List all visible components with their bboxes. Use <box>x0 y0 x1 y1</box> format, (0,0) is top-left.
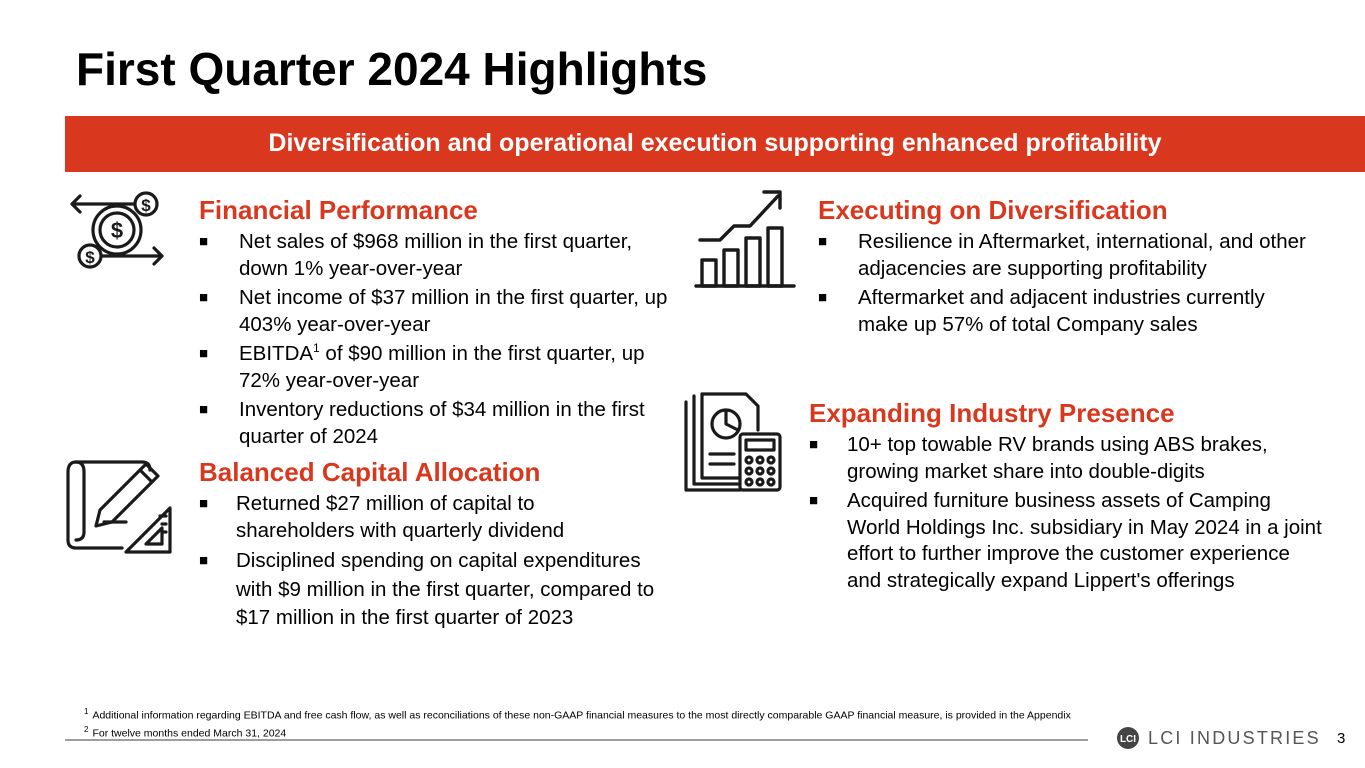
list-item: ■ Aftermarket and adjacent industries cur… <box>818 286 1265 336</box>
svg-text:$: $ <box>85 248 95 267</box>
footnote: 2 For twelve months ended March 31, 2024 <box>84 724 287 740</box>
section-title: Financial Performance <box>199 195 478 225</box>
banner-text: Diversification and operational executio… <box>268 129 1162 157</box>
bullet-icon: ■ <box>199 289 209 306</box>
blueprint-pencil-icon <box>66 452 174 556</box>
list-item: ■ Resilience in Aftermarket, internationa… <box>818 230 1306 280</box>
industry-presence-section: Expanding Industry Presence ■ 10+ top tow… <box>809 398 1329 597</box>
svg-text:LCI: LCI <box>1120 734 1136 745</box>
bullet-icon: ■ <box>199 401 209 418</box>
svg-text:$: $ <box>141 196 151 215</box>
section-title: Expanding Industry Presence <box>809 398 1175 428</box>
financial-performance-section: Financial Performance ■ Net sales of $968… <box>199 195 669 453</box>
list-item: ■ Net income of $37 million in the first … <box>199 286 668 336</box>
bullet-icon: ■ <box>199 233 209 250</box>
logo-text: LCI INDUSTRIES <box>1148 727 1321 748</box>
bullet-icon: ■ <box>818 289 828 306</box>
bullet-icon: ■ <box>199 495 209 512</box>
diversification-section: Executing on Diversification ■ Resilience… <box>818 195 1318 341</box>
footnote-ref: 1 <box>313 341 320 356</box>
section-title: Balanced Capital Allocation <box>199 457 541 487</box>
list-item: ■ Net sales of $968 million in the first … <box>199 230 633 280</box>
bullet-icon: ■ <box>809 436 819 453</box>
bullet-icon: ■ <box>818 233 828 250</box>
list-item: ■ 10+ top towable RV brands using ABS bra… <box>809 433 1268 483</box>
footnote: 1 Additional information regarding EBITDA… <box>84 707 1071 722</box>
list-item: ■ Returned $27 million of capital to shar… <box>199 492 565 542</box>
money-exchange-icon: $ $ $ <box>66 186 168 274</box>
bullet-icon: ■ <box>809 492 819 509</box>
list-item: ■ EBITDA1 of $90 million in the first qua… <box>199 341 645 392</box>
section-title: Executing on Diversification <box>818 195 1168 225</box>
list-item: ■ Inventory reductions of $34 million in … <box>199 398 645 448</box>
report-calculator-icon <box>684 392 784 494</box>
footer-divider <box>65 739 1088 741</box>
bullet-icon: ■ <box>199 552 209 569</box>
list-item: ■ Disciplined spending on capital expendi… <box>199 549 655 629</box>
bullet-icon: ■ <box>199 345 209 362</box>
slide-title: First Quarter 2024 Highlights <box>76 43 708 95</box>
list-item: ■ Acquired furniture business assets of C… <box>809 489 1322 592</box>
lci-logo-icon: LCI <box>1117 727 1139 749</box>
capital-allocation-section: Balanced Capital Allocation ■ Returned $2… <box>199 457 669 636</box>
headline-banner: Diversification and operational executio… <box>65 116 1365 172</box>
footnotes: 1 Additional information regarding EBITDA… <box>84 705 1071 740</box>
svg-text:$: $ <box>111 218 123 243</box>
growth-chart-icon <box>694 188 796 292</box>
company-logo: LCI LCI INDUSTRIES <box>1116 726 1321 750</box>
page-number: 3 <box>1337 730 1346 747</box>
